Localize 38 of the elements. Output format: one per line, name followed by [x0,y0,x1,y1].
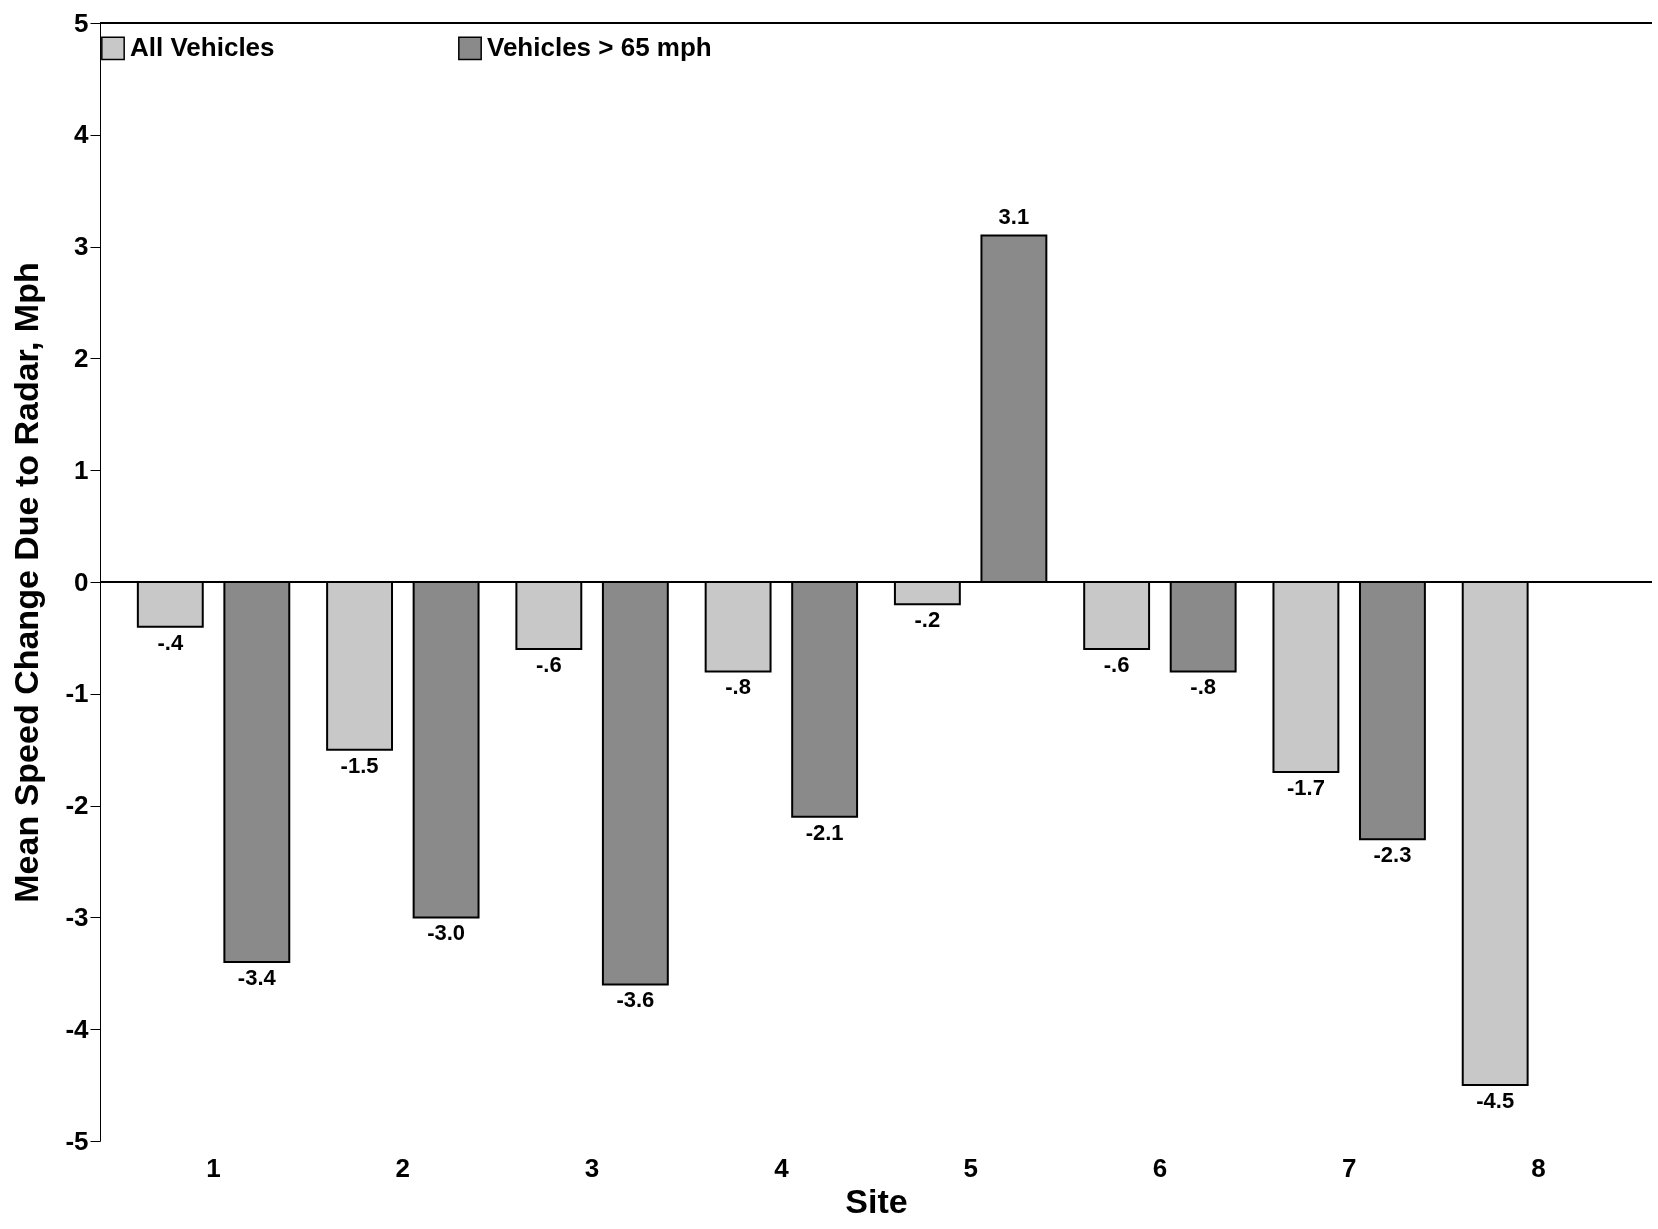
x-tick-label: 1 [206,1152,221,1183]
data-label: -2.1 [805,819,844,845]
legend-label: Vehicles > 65 mph [487,32,712,63]
data-label: -.6 [1103,652,1130,678]
x-tick-label: 2 [395,1152,411,1183]
y-tick-label: -2 [65,790,89,821]
data-label: -.6 [535,652,562,678]
data-label: -1.5 [340,752,379,778]
y-tick-label: 1 [74,454,89,485]
y-axis-title: Mean Speed Change Due to Radar, Mph [7,262,46,903]
legend-label: All Vehicles [130,32,275,63]
x-tick-label: 7 [1341,1152,1357,1183]
x-tick-label: 3 [584,1152,600,1183]
data-label: -2.3 [1373,842,1412,868]
y-tick-label: -1 [65,678,89,709]
data-label: -.2 [914,607,941,633]
data-label: -3.4 [237,965,277,991]
data-label: -3.6 [616,987,655,1013]
y-tick-label: -4 [65,1013,90,1044]
y-tick-label: 5 [74,7,89,38]
data-label: -1.7 [1286,775,1325,801]
x-tick-label: 5 [963,1152,978,1183]
y-tick-label: 2 [74,342,89,373]
y-tick-label: -3 [65,901,89,932]
y-tick-label: 3 [74,231,89,262]
x-tick-label: 8 [1531,1152,1546,1183]
data-label: -4.5 [1476,1088,1515,1114]
data-label: -3.0 [427,920,466,946]
y-tick-label: 0 [74,566,89,597]
x-tick-label: 4 [774,1152,790,1183]
data-label: -.8 [725,674,751,700]
x-axis-title: Site [845,1181,908,1220]
data-label: -.8 [1190,674,1217,700]
x-tick-label: 6 [1152,1152,1168,1183]
y-tick-label: -5 [65,1125,89,1156]
data-label: 3.1 [998,204,1030,230]
data-label: -.4 [157,629,184,655]
y-tick-label: 4 [74,119,90,150]
